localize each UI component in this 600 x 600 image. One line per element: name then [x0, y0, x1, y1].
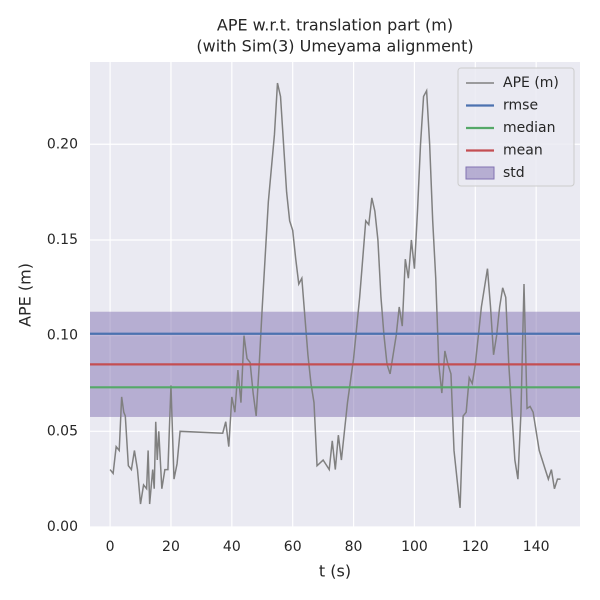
y-axis-label: APE (m)	[16, 263, 35, 327]
x-tick-label: 80	[345, 539, 363, 555]
ape-line	[109, 82, 561, 508]
x-axis-label: t (s)	[319, 562, 351, 581]
legend-swatch	[465, 166, 495, 180]
x-tick-label: 20	[162, 539, 180, 555]
chart-title: APE w.r.t. translation part (m)	[217, 16, 453, 35]
chart-subtitle: (with Sim(3) Umeyama alignment)	[196, 37, 473, 56]
x-tick-label: 140	[523, 539, 550, 555]
legend-label: rmse	[503, 98, 538, 114]
y-tick-label: 0.15	[47, 232, 78, 248]
legend-label: std	[503, 165, 525, 181]
x-tick-label: 60	[284, 539, 302, 555]
y-tick-label: 0.05	[47, 423, 78, 439]
legend-label: APE (m)	[503, 75, 559, 91]
x-tick-label: 120	[462, 539, 489, 555]
x-tick-label: 0	[106, 539, 115, 555]
legend-label: mean	[503, 143, 543, 159]
legend-label: median	[503, 120, 555, 136]
x-tick-label: 100	[401, 539, 428, 555]
x-tick-label: 40	[223, 539, 241, 555]
y-tick-label: 0.20	[47, 136, 78, 152]
legend-box	[457, 67, 575, 187]
y-tick-label: 0.10	[47, 328, 78, 344]
y-tick-label: 0.00	[47, 519, 78, 535]
